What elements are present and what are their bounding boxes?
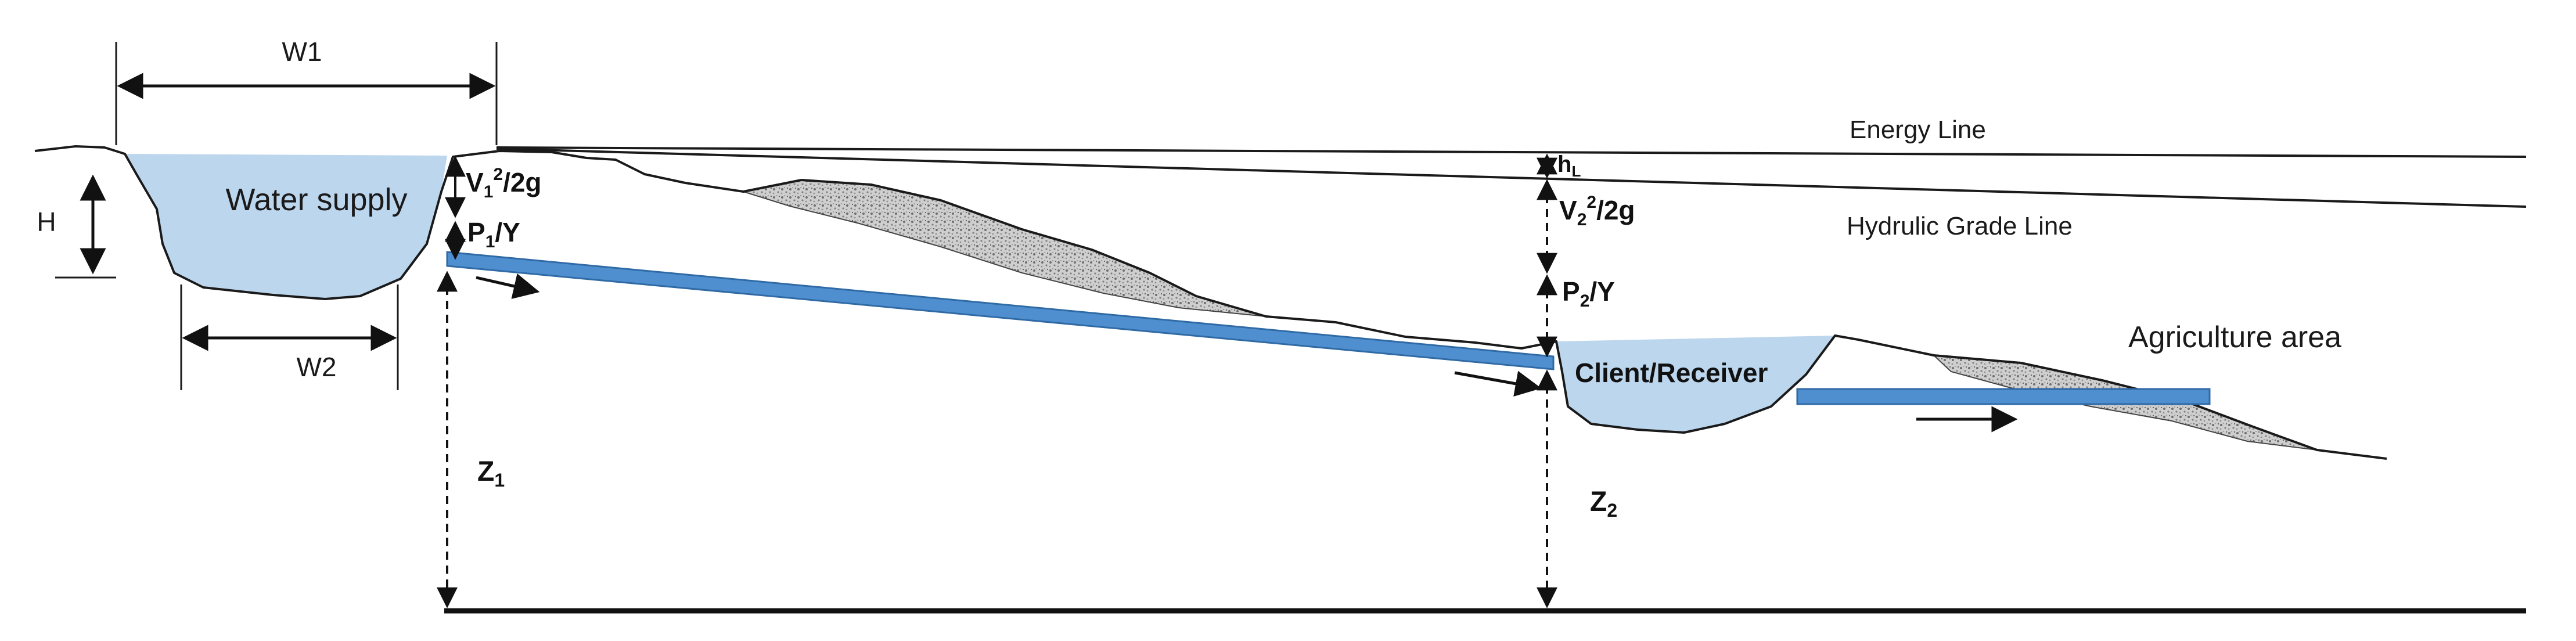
distribution-pipe [1796, 388, 2211, 405]
terrain-profile [34, 145, 2387, 460]
z2-label: Z2 [1590, 487, 1617, 521]
flow-arrow-2 [1454, 370, 1542, 397]
v2-head-label: V22/2g [1559, 193, 1635, 229]
hydraulic-grade-line [496, 147, 2527, 208]
hgl-label: Hydrulic Grade Line [1847, 212, 2073, 240]
water-supply-label: Water supply [225, 182, 407, 217]
p1-head-label: P1/Y [467, 217, 520, 251]
w1-label: W1 [282, 37, 322, 67]
main-pipe [446, 251, 1555, 370]
water-supply-basin [125, 154, 447, 299]
agriculture-area-label: Agriculture area [2128, 320, 2341, 354]
energy-line [496, 146, 2527, 158]
z1-label: Z1 [477, 456, 505, 491]
flow-arrow-1 [476, 273, 540, 299]
hl-label: hL [1557, 152, 1581, 180]
p2-head-label: P2/Y [1562, 276, 1615, 311]
v1-head-label: V12/2g [466, 165, 542, 201]
client-receiver-label: Client/Receiver [1575, 358, 1768, 388]
h-label: H [37, 207, 56, 237]
energy-line-label: Energy Line [1850, 116, 1986, 144]
w2-label: W2 [297, 352, 337, 382]
